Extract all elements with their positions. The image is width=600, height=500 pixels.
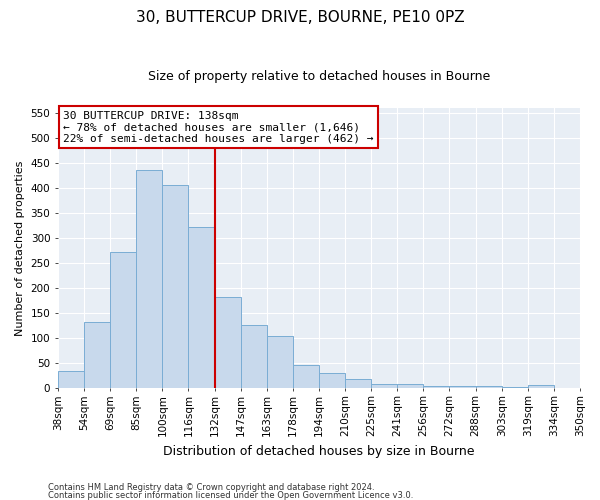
Bar [397,384,424,388]
Bar [345,380,371,388]
Bar [241,326,267,388]
Text: Contains public sector information licensed under the Open Government Licence v3: Contains public sector information licen… [48,490,413,500]
Bar [58,371,84,388]
Bar [136,170,163,388]
Bar [110,252,136,388]
Text: 30, BUTTERCUP DRIVE, BOURNE, PE10 0PZ: 30, BUTTERCUP DRIVE, BOURNE, PE10 0PZ [136,10,464,25]
Text: Contains HM Land Registry data © Crown copyright and database right 2024.: Contains HM Land Registry data © Crown c… [48,484,374,492]
Bar [319,374,345,388]
Bar [371,384,397,388]
Bar [449,386,476,388]
Text: 30 BUTTERCUP DRIVE: 138sqm
← 78% of detached houses are smaller (1,646)
22% of s: 30 BUTTERCUP DRIVE: 138sqm ← 78% of deta… [63,110,374,144]
Y-axis label: Number of detached properties: Number of detached properties [15,160,25,336]
Bar [163,186,188,388]
Bar [267,336,293,388]
X-axis label: Distribution of detached houses by size in Bourne: Distribution of detached houses by size … [163,444,475,458]
Title: Size of property relative to detached houses in Bourne: Size of property relative to detached ho… [148,70,490,83]
Bar [188,227,215,388]
Bar [84,322,110,388]
Bar [476,386,502,388]
Bar [293,366,319,388]
Bar [424,386,449,388]
Bar [528,385,554,388]
Bar [215,297,241,388]
